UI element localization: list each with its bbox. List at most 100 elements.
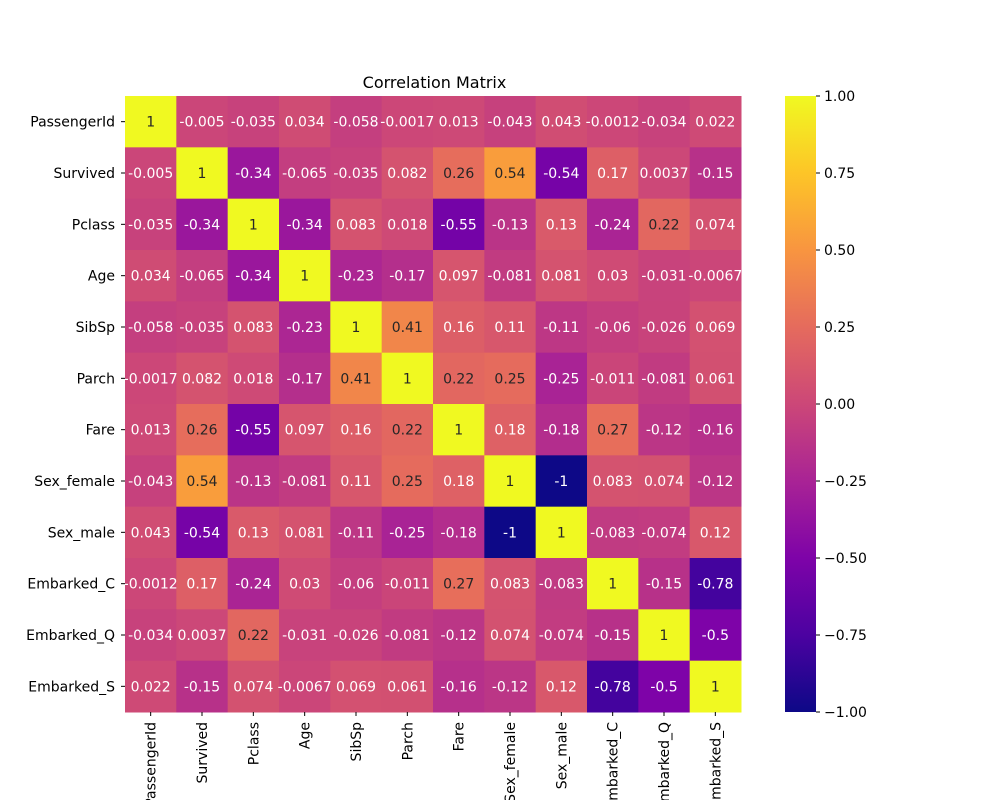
cell-Age-Sex_male: [535, 250, 588, 302]
cell-label-Sex_female-Embarked_Q: 0.074: [644, 474, 684, 490]
cell-Sex_male-Fare: [433, 506, 485, 559]
cell-Embarked_C-Parch: [381, 558, 434, 610]
colorbar-tick-label-8: −1.00: [824, 705, 867, 721]
cell-Age-Embarked_S: [689, 250, 742, 302]
cell-label-SibSp-Pclass: 0.083: [233, 320, 273, 336]
cell-Embarked_S-Sex_male: [535, 660, 588, 713]
cell-label-Embarked_S-Embarked_S: 1: [711, 679, 720, 695]
cell-label-Sex_female-Sex_male: -1: [554, 474, 568, 490]
cell-PassengerId-Pclass: [227, 96, 280, 148]
cell-PassengerId-Embarked_C: [587, 96, 639, 148]
cell-Sex_male-Embarked_Q: [638, 506, 691, 559]
cell-label-Pclass-Pclass: 1: [249, 217, 258, 233]
x-label-Parch: Parch: [400, 722, 416, 760]
cell-label-PassengerId-Embarked_C: -0.0012: [586, 115, 640, 131]
colorbar-tick-label-6: −0.50: [824, 551, 867, 567]
cell-label-Sex_male-Parch: -0.25: [389, 525, 425, 541]
cell-PassengerId-PassengerId: [125, 96, 177, 148]
cell-label-Embarked_S-Fare: -0.16: [441, 679, 477, 695]
cell-label-Survived-Embarked_C: 0.17: [597, 166, 628, 182]
cell-Embarked_Q-Embarked_S: [689, 609, 742, 662]
cell-Survived-Pclass: [227, 147, 280, 200]
cell-label-Age-Embarked_S: -0.0067: [688, 269, 742, 285]
cell-Sex_female-Fare: [433, 455, 485, 508]
cell-label-Age-SibSp: -0.23: [338, 269, 374, 285]
cell-label-Embarked_S-Parch: 0.061: [387, 679, 427, 695]
cell-Survived-PassengerId: [125, 147, 177, 200]
heatmap-cells: [125, 96, 742, 713]
cell-label-SibSp-SibSp: 1: [352, 320, 361, 336]
colorbar-tick-label-7: −0.75: [824, 628, 867, 644]
cell-label-Fare-Survived: 0.26: [186, 423, 217, 439]
cell-label-Age-Embarked_Q: -0.031: [641, 269, 686, 285]
cell-label-PassengerId-Sex_female: -0.043: [487, 115, 532, 131]
cell-Embarked_S-Survived: [176, 660, 229, 713]
cell-label-Embarked_Q-SibSp: -0.026: [333, 628, 378, 644]
cell-Embarked_Q-Fare: [433, 609, 485, 662]
cell-SibSp-Fare: [433, 301, 485, 354]
cell-Embarked_S-Fare: [433, 660, 485, 713]
cell-Embarked_S-Pclass: [227, 660, 280, 713]
colorbar-tick-label-3: 0.25: [824, 320, 855, 336]
cell-Survived-Sex_female: [484, 147, 537, 200]
cell-Parch-Sex_female: [484, 352, 537, 405]
cell-label-Parch-Embarked_C: -0.011: [590, 371, 635, 387]
cell-PassengerId-Survived: [176, 96, 229, 148]
cell-label-Parch-SibSp: 0.41: [340, 371, 371, 387]
cell-label-Embarked_Q-Embarked_C: -0.15: [595, 628, 631, 644]
cell-label-SibSp-Embarked_S: 0.069: [695, 320, 735, 336]
cell-label-Fare-Fare: 1: [454, 423, 463, 439]
cell-Embarked_C-Embarked_C: [587, 558, 639, 610]
cell-Embarked_C-Age: [279, 558, 331, 610]
cell-label-Embarked_Q-Fare: -0.12: [441, 628, 477, 644]
cell-label-Pclass-Embarked_S: 0.074: [695, 217, 735, 233]
cell-PassengerId-Sex_female: [484, 96, 537, 148]
cell-Fare-Sex_female: [484, 404, 537, 456]
cell-Parch-PassengerId: [125, 352, 177, 405]
x-label-Embarked_Q: Embarked_Q: [657, 722, 673, 800]
cell-Pclass-Embarked_C: [587, 198, 639, 251]
colorbar-tick-label-4: 0.00: [824, 397, 855, 413]
cell-Fare-SibSp: [330, 404, 383, 456]
cell-Embarked_Q-Sex_female: [484, 609, 537, 662]
x-label-Fare: Fare: [452, 722, 468, 751]
cell-label-Embarked_C-Fare: 0.27: [443, 577, 474, 593]
cell-label-Parch-PassengerId: -0.0017: [124, 371, 178, 387]
heatmap-annotations: 1 -0.005 -0.035 0.034 -0.058 -0.0017 0.013 -0.0…: [124, 115, 743, 696]
cell-Sex_male-Survived: [176, 506, 229, 559]
cell-Parch-Sex_male: [535, 352, 588, 405]
cell-label-Sex_male-Sex_female: -1: [503, 525, 517, 541]
cell-Embarked_S-Sex_female: [484, 660, 537, 713]
cell-label-Age-Sex_male: 0.081: [541, 269, 581, 285]
cell-label-Sex_female-Sex_female: 1: [506, 474, 515, 490]
cell-Pclass-Parch: [381, 198, 434, 251]
x-label-PassengerId: PassengerId: [144, 722, 160, 800]
cell-label-Parch-Embarked_Q: -0.081: [641, 371, 686, 387]
cell-Sex_female-SibSp: [330, 455, 383, 508]
cell-SibSp-Pclass: [227, 301, 280, 354]
cell-label-Fare-Embarked_Q: -0.12: [646, 423, 682, 439]
cell-SibSp-SibSp: [330, 301, 383, 354]
cell-label-Age-PassengerId: 0.034: [131, 269, 171, 285]
cell-label-Embarked_C-Survived: 0.17: [186, 577, 217, 593]
cell-Embarked_S-SibSp: [330, 660, 383, 713]
cell-Age-Embarked_C: [587, 250, 639, 302]
cell-PassengerId-Embarked_S: [689, 96, 742, 148]
cell-Survived-SibSp: [330, 147, 383, 200]
cell-label-SibSp-Survived: -0.035: [179, 320, 224, 336]
cell-Embarked_C-Survived: [176, 558, 229, 610]
cell-Sex_male-Parch: [381, 506, 434, 559]
cell-label-Embarked_Q-Age: -0.031: [282, 628, 327, 644]
cell-label-Parch-Fare: 0.22: [443, 371, 474, 387]
cell-Embarked_S-Embarked_S: [689, 660, 742, 713]
cell-label-Parch-Embarked_S: 0.061: [695, 371, 735, 387]
cell-SibSp-Parch: [381, 301, 434, 354]
cell-Age-Embarked_Q: [638, 250, 691, 302]
cell-label-Age-Parch: -0.17: [389, 269, 425, 285]
cell-Sex_male-Embarked_S: [689, 506, 742, 559]
cell-PassengerId-Age: [279, 96, 331, 148]
cell-Pclass-Pclass: [227, 198, 280, 251]
cell-SibSp-PassengerId: [125, 301, 177, 354]
cell-label-Pclass-Age: -0.34: [287, 217, 323, 233]
cell-label-Parch-Age: -0.17: [287, 371, 323, 387]
